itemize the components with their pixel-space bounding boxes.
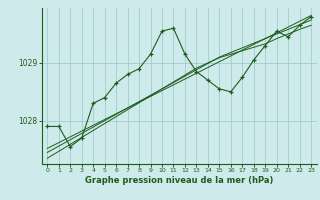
X-axis label: Graphe pression niveau de la mer (hPa): Graphe pression niveau de la mer (hPa) xyxy=(85,176,273,185)
